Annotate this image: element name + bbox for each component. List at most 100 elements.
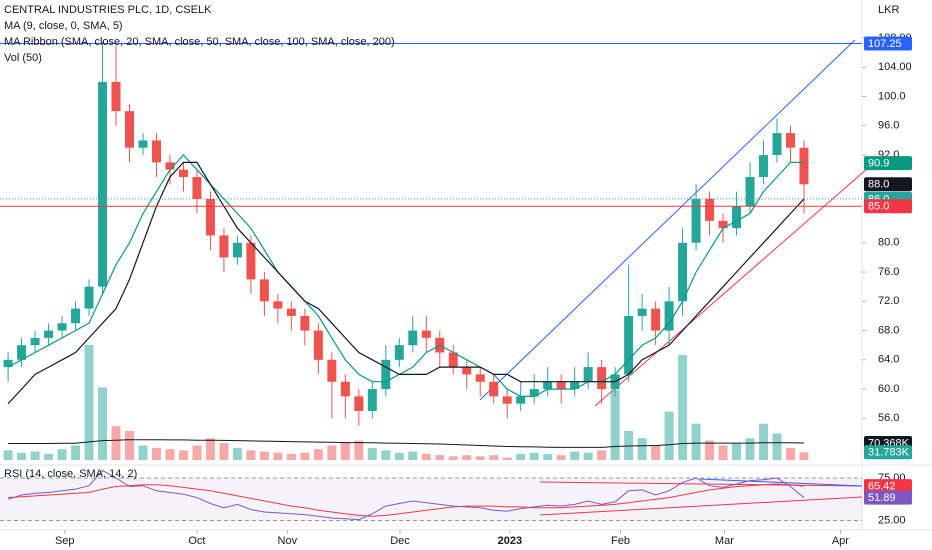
candle-body — [570, 381, 580, 390]
candle-body — [759, 155, 769, 177]
price-tag-label: 107.25 — [868, 38, 902, 50]
volume-bar — [570, 451, 580, 460]
volume-bar — [448, 456, 458, 460]
y-tick-label: 76.0 — [878, 266, 899, 278]
candle-body — [71, 308, 81, 324]
candle-body — [178, 169, 188, 177]
candle-body — [286, 308, 296, 316]
candle-body — [421, 330, 431, 338]
volume-bar — [489, 455, 499, 460]
candle-body — [583, 367, 593, 382]
ma-line — [7, 154, 804, 397]
candle-body — [273, 301, 283, 309]
candle-body — [17, 345, 27, 360]
rsi-trend-line — [699, 478, 863, 487]
volume-bar — [637, 438, 647, 460]
volume-bar — [71, 445, 81, 460]
candle-body — [205, 198, 215, 236]
volume-bar — [17, 452, 27, 460]
candle-body — [192, 176, 202, 199]
candle-body — [772, 133, 782, 156]
volume-bar — [3, 450, 13, 460]
volume-bar — [84, 344, 94, 460]
price-tag — [864, 490, 912, 505]
x-tick-label: 2023 — [498, 535, 522, 547]
rsi-band — [0, 478, 862, 521]
volume-bar — [610, 389, 620, 460]
candle-body — [664, 301, 674, 331]
candle-body — [30, 337, 40, 346]
study-label: MA Ribbon (SMA, close, 20, SMA, close, 5… — [4, 36, 395, 48]
volume-bar — [44, 453, 54, 460]
volume-bar — [678, 355, 688, 460]
volume-bar — [192, 445, 202, 460]
candle-body — [44, 330, 54, 338]
candle-body — [381, 359, 391, 390]
price-tag-label: 88.0 — [868, 179, 889, 191]
candle-body — [651, 308, 661, 331]
volume-ma-line — [8, 439, 805, 448]
candle-body — [300, 315, 310, 331]
rsi-trend-line — [539, 496, 863, 516]
candle-body — [394, 345, 404, 360]
candle-body — [219, 235, 229, 258]
volume-bar — [759, 423, 769, 460]
candle-body — [340, 381, 350, 397]
study-label: MA (9, close, 0, SMA, 5) — [4, 20, 123, 32]
trend-line — [479, 39, 856, 401]
currency-label: LKR — [878, 4, 899, 16]
rsi-tick-label: 25.00 — [878, 514, 906, 526]
study-label: RSI (14, close, SMA, 14, 2) — [4, 468, 137, 480]
plot: 75.0025.0056.060.064.068.072.076.080.092… — [0, 32, 912, 547]
candle-body — [637, 308, 647, 316]
volume-bar — [219, 443, 229, 460]
volume-bar — [651, 445, 661, 460]
price-tag-label: 85.0 — [868, 201, 889, 213]
candle-body — [691, 198, 701, 243]
x-tick-label: Mar — [715, 535, 734, 547]
volume-bar — [313, 449, 323, 460]
volume-bar — [246, 450, 256, 460]
candle-body — [718, 220, 728, 229]
x-tick-label: Dec — [390, 535, 410, 547]
candle-body — [313, 330, 323, 360]
price-tag-label: 51.89 — [868, 492, 896, 504]
volume-bar — [529, 452, 539, 460]
candle-body — [165, 162, 175, 170]
rsi-line — [7, 469, 805, 521]
rsi-ma-line — [8, 483, 805, 517]
price-tag-label: 65.42 — [868, 481, 896, 493]
candle-body — [151, 140, 161, 163]
volume-bar — [408, 451, 418, 460]
volume-bar — [205, 438, 215, 460]
price-tag — [864, 445, 912, 460]
candle-body — [354, 396, 364, 412]
candle-body — [786, 133, 796, 148]
ma-line — [7, 161, 805, 405]
candle-body — [259, 279, 269, 302]
volume-bar — [178, 450, 188, 460]
volume-bar — [367, 447, 377, 460]
volume-bar — [300, 452, 310, 460]
volume-bar — [543, 453, 553, 460]
volume-bar — [354, 440, 364, 460]
volume-bar — [57, 449, 67, 460]
price-tag — [864, 156, 912, 171]
volume-bar — [340, 443, 350, 460]
volume-bar — [556, 455, 566, 460]
y-tick-label: 72.0 — [878, 295, 899, 307]
candle-body — [98, 81, 108, 287]
volume-bar — [705, 440, 715, 460]
candle-body — [732, 206, 742, 229]
price-tag — [864, 36, 912, 51]
y-tick-label: 64.0 — [878, 354, 899, 366]
y-tick-label: 68.0 — [878, 324, 899, 336]
y-tick-label: 56.0 — [878, 412, 899, 424]
volume-bar — [718, 445, 728, 460]
volume-bar — [125, 430, 135, 460]
volume-bar — [421, 453, 431, 460]
volume-bar — [475, 456, 485, 460]
y-tick-label: 104.00 — [878, 61, 912, 73]
volume-bar — [583, 452, 593, 460]
